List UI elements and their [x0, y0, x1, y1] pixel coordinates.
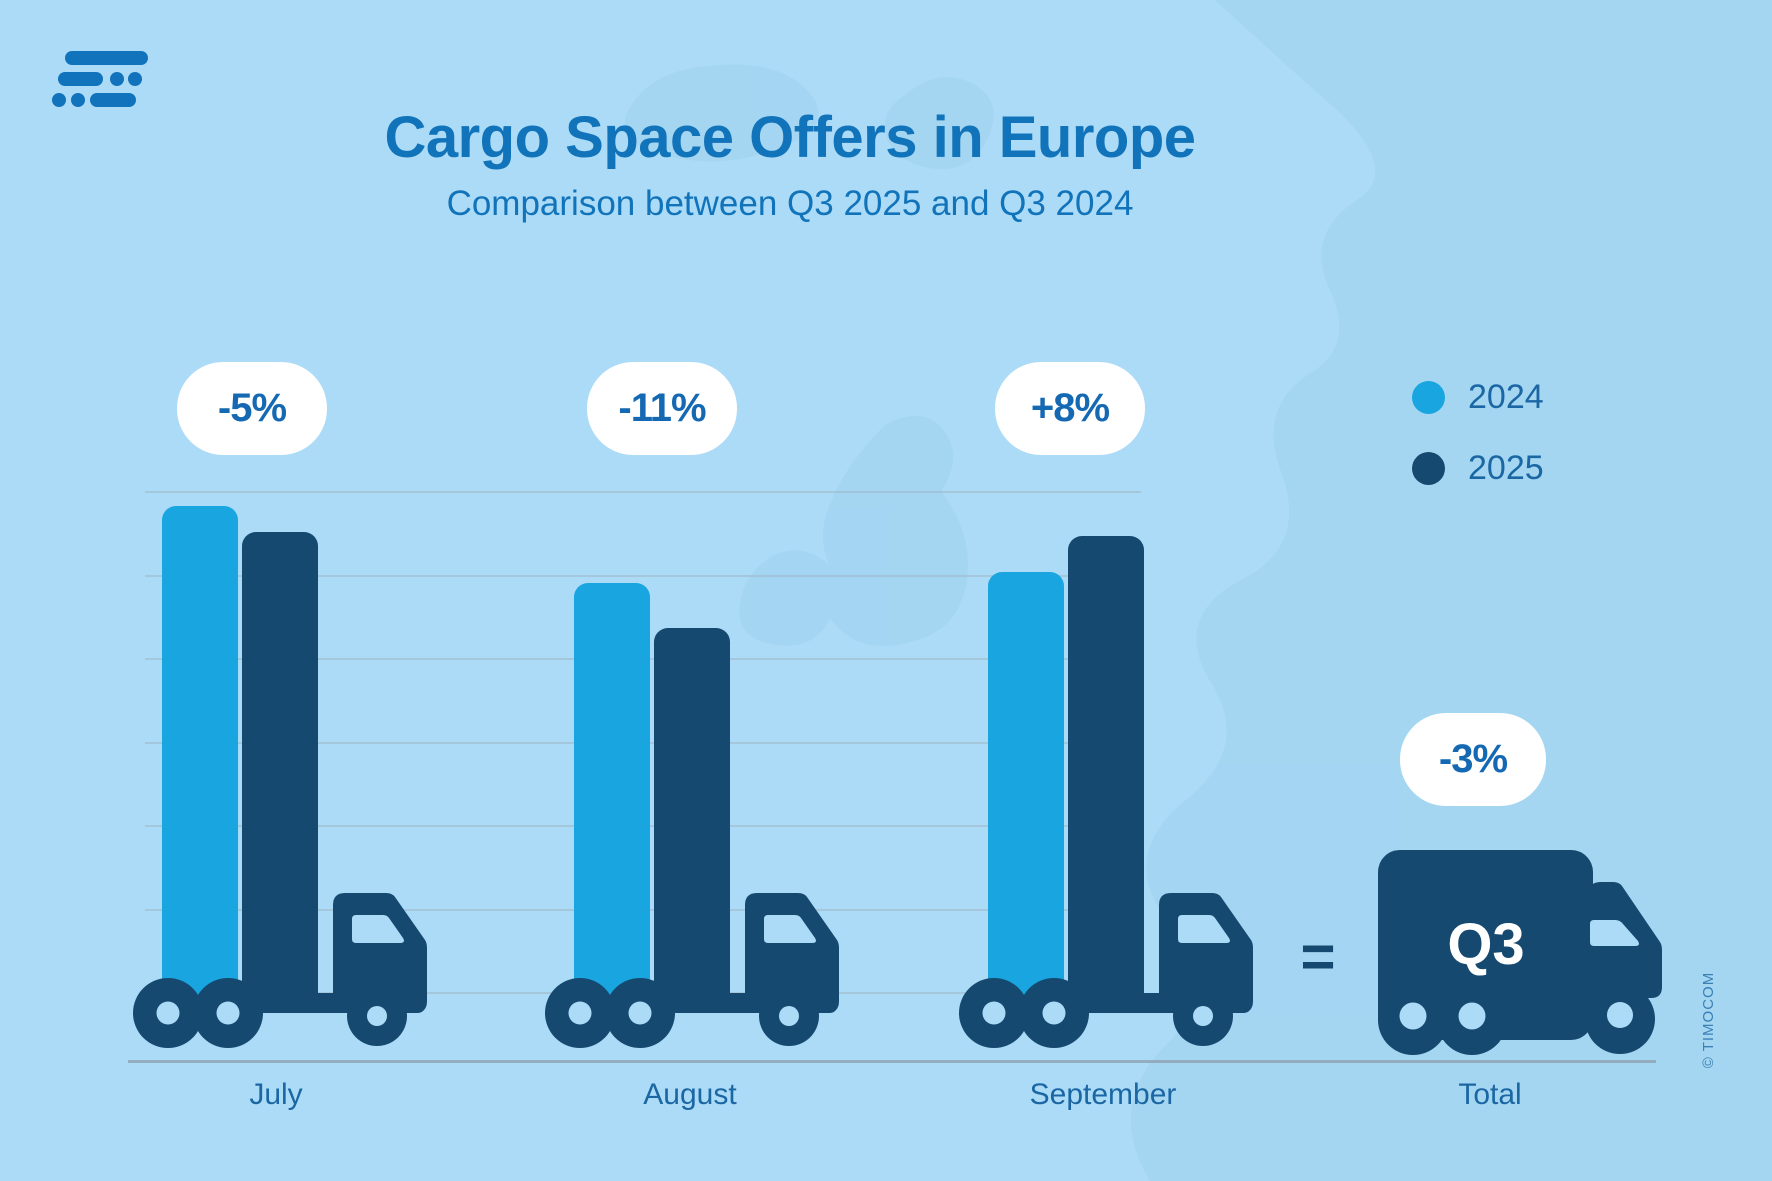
change-badge-september: +8%	[995, 362, 1145, 455]
axis-label-september: September	[1029, 1078, 1177, 1111]
copyright-note: © TIMOCOM	[1700, 971, 1717, 1069]
truck-bars-july	[133, 506, 427, 1048]
legend-item-2024: 2024	[1412, 378, 1544, 417]
map-blob-italy	[1210, 794, 1368, 957]
legend-label-2024: 2024	[1468, 378, 1544, 416]
legend-dot-2024-icon	[1412, 381, 1445, 414]
truck-bars-august	[545, 583, 839, 1048]
equals-sign: =	[1300, 923, 1336, 990]
legend: 2024 2025	[1412, 378, 1544, 488]
map-blob-ireland	[739, 550, 839, 646]
baseline-axis	[128, 1060, 1656, 1063]
total-truck-icon: Q3	[1378, 850, 1662, 1055]
total-truck-q3-text: Q3	[1447, 912, 1524, 977]
change-badge-july: -5%	[177, 362, 327, 455]
change-badge-august: -11%	[587, 362, 737, 455]
change-badge-total: -3%	[1400, 713, 1546, 806]
timocom-logo	[52, 51, 148, 107]
legend-label-2025: 2025	[1468, 449, 1544, 487]
axis-label-july: July	[249, 1078, 303, 1111]
gridline	[145, 574, 1141, 577]
legend-dot-2025-icon	[1412, 452, 1445, 485]
map-blob-north	[884, 77, 994, 170]
gridline	[145, 491, 1141, 493]
axis-label-total: Total	[1458, 1078, 1522, 1111]
axis-label-august: August	[643, 1078, 737, 1111]
legend-item-2025: 2025	[1412, 449, 1544, 488]
truck-bars-september	[959, 536, 1253, 1048]
page-title: Cargo Space Offers in Europe	[384, 105, 1196, 170]
map-blob-iceland	[624, 64, 819, 162]
page-subtitle: Comparison between Q3 2025 and Q3 2024	[446, 184, 1134, 223]
map-blob-britain	[823, 416, 968, 647]
